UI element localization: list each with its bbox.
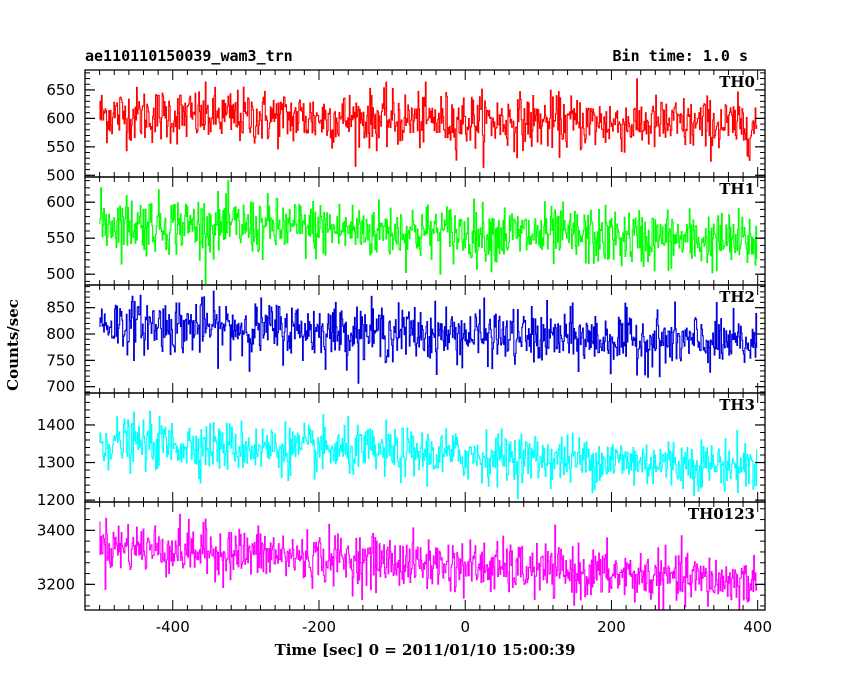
panel-label-th2: TH2: [719, 288, 755, 306]
panel-label-th3: TH3: [719, 396, 755, 414]
y-tick-label: 1300: [37, 454, 75, 472]
y-tick-label: 800: [46, 325, 75, 343]
y-tick-label: 550: [46, 229, 75, 247]
y-axis-label: Counts/sec: [4, 299, 22, 391]
x-axis-label: Time [sec] 0 = 2011/01/10 15:00:39: [275, 641, 576, 659]
bin-time-label: Bin time: 1.0 s: [613, 47, 748, 65]
series-line-th2: [99, 290, 758, 384]
panel-th0123: 3200 3400 TH0123: [37, 501, 766, 611]
panel-frame-th0123: [84, 501, 766, 611]
series-line-th0: [99, 78, 758, 168]
x-tick-label: 400: [743, 618, 772, 636]
x-tick-label: 0: [460, 618, 470, 636]
x-tick-label: 200: [597, 618, 626, 636]
y-tick-label: 1200: [37, 491, 75, 509]
y-tick-label: 3400: [37, 521, 75, 539]
y-tick-label: 850: [46, 299, 75, 317]
y-tick-label: 1400: [37, 416, 75, 434]
panels-group: 500 550 600 650 TH0 500 550 600 TH1 700 750 800 850 T…: [37, 69, 766, 611]
y-tick-label: 550: [46, 138, 75, 156]
series-line-th3: [99, 410, 758, 500]
series-line-th1: [99, 180, 758, 284]
series-line-th0123: [99, 513, 758, 611]
y-tick-label: 600: [46, 109, 75, 127]
y-tick-label: 700: [46, 378, 75, 396]
y-tick-label: 600: [46, 193, 75, 211]
panel-label-th0123: TH0123: [688, 505, 755, 523]
y-tick-label: 500: [46, 166, 75, 184]
y-tick-label: 650: [46, 81, 75, 99]
y-tick-label: 3200: [37, 575, 75, 593]
x-tick-label: -200: [302, 618, 336, 636]
chart-title: ae110110150039_wam3_trn: [85, 47, 293, 65]
y-tick-label: 750: [46, 351, 75, 369]
panel-label-th1: TH1: [719, 180, 755, 198]
x-tick-label: -400: [156, 618, 190, 636]
panel-label-th0: TH0: [719, 73, 755, 91]
x-axis-ticks: -400 -200 0 200 400: [156, 618, 772, 636]
y-tick-label: 500: [46, 265, 75, 283]
